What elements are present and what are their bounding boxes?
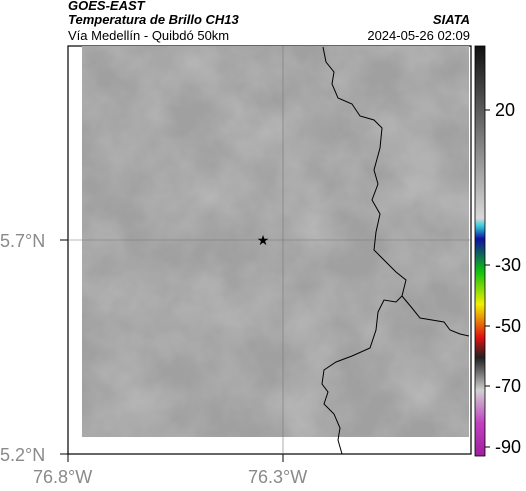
colorbar-tick-20: 20 [495, 100, 516, 120]
lat-tick-5-7: 5.7°N [0, 231, 46, 251]
colorbar [474, 45, 490, 457]
star-icon: ★ [257, 232, 270, 248]
lon-tick-76-8: 76.8°W [33, 467, 93, 487]
map-frame: ★ [67, 45, 472, 455]
lat-tick-5-2: 5.2°N [0, 445, 46, 465]
colorbar-tick-minus-30: -30 [495, 255, 522, 275]
department-border [321, 46, 407, 455]
agency-label: SIATA [432, 12, 470, 27]
colorbar-tick-minus-70: -70 [495, 376, 522, 396]
colorbar-tick-minus-90: -90 [495, 437, 522, 457]
timestamp-label: 2024-05-26 02:09 [367, 28, 470, 43]
lon-tick-76-3: 76.3°W [248, 467, 308, 487]
satellite-title: GOES-EAST [68, 0, 145, 13]
region-label: Vía Medellín - Quibdó 50km [68, 28, 230, 43]
colorbar-tick-minus-50: -50 [495, 316, 522, 336]
product-title: Temperatura de Brillo CH13 [68, 12, 239, 27]
department-border-east [401, 295, 470, 337]
